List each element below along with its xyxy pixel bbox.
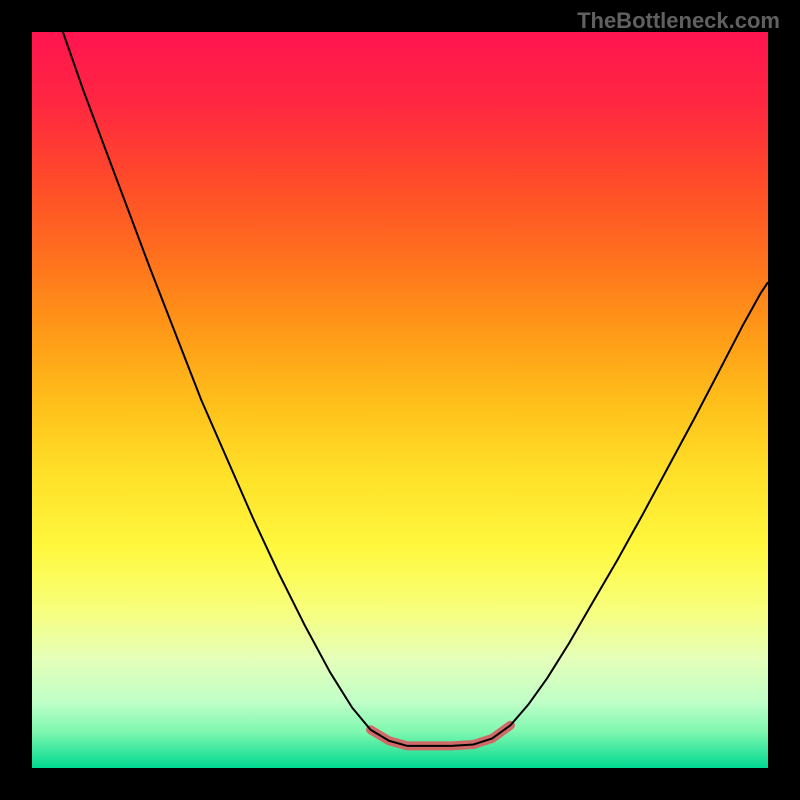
bottleneck-curve bbox=[63, 32, 768, 746]
trough-marker bbox=[371, 725, 511, 746]
curve-layer bbox=[32, 32, 768, 768]
chart-container bbox=[32, 32, 768, 768]
watermark-text: TheBottleneck.com bbox=[577, 8, 780, 34]
